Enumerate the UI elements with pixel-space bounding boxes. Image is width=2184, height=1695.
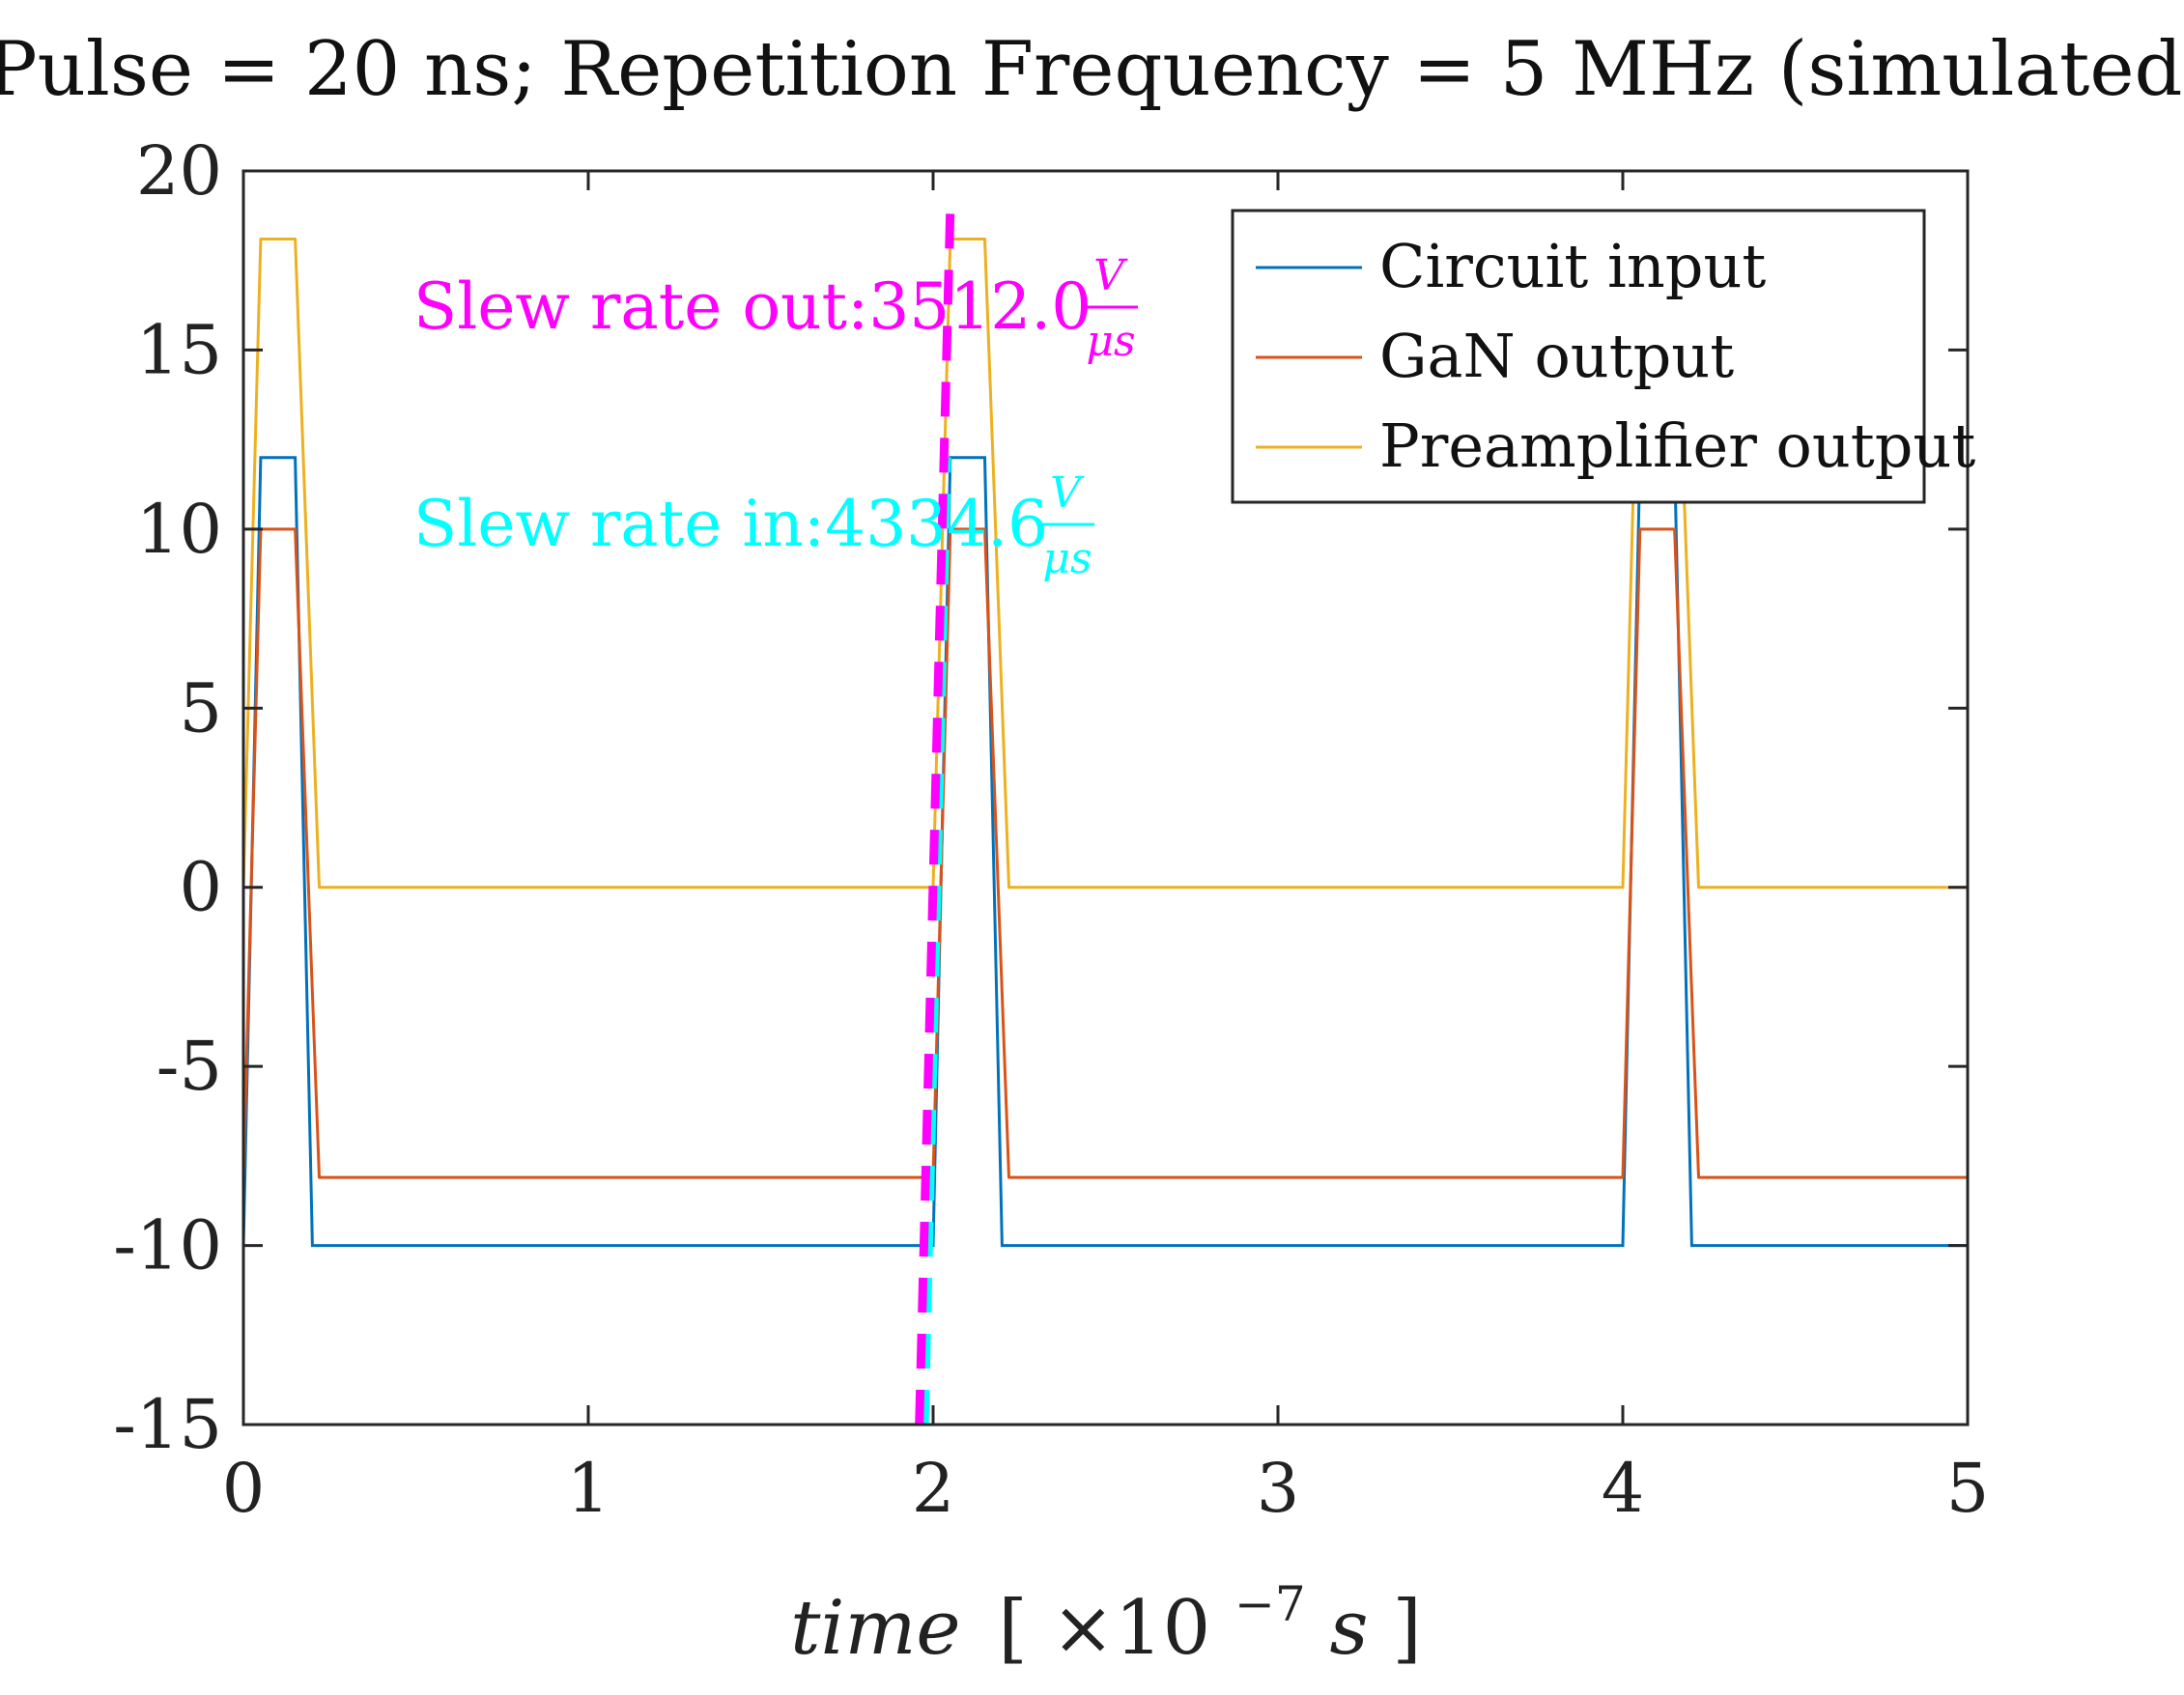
x-axis-label-bracket-close: ] [1392,1585,1421,1672]
y-tick-label: 20 [136,131,222,211]
legend-label-preamplifier-output: Preamplifier output [1379,410,1975,481]
x-axis-label: time [ ×10 −7 s ] [790,1552,1422,1672]
x-tick-label: 3 [1257,1449,1300,1528]
annotation-slew-rate-out-text: Slew rate out:3512.0 [413,269,1092,344]
y-tick-label: 5 [179,668,222,748]
y-tick-label: -5 [156,1027,222,1106]
legend-label-circuit-input: Circuit input [1379,231,1766,301]
y-tick-label: 10 [136,490,222,569]
annotation-slew-rate-out: Slew rate out:3512.0 V μs [413,251,1138,366]
legend: Circuit input GaN output Preamplifier ou… [1231,209,1975,504]
x-axis-label-main: time [790,1585,960,1672]
y-tick-label: -15 [113,1385,222,1464]
chart-title: Pulse = 20 ns; Repetition Frequency = 5 … [0,26,2184,113]
axes-box [241,169,1970,1427]
y-tick-label: 0 [179,848,222,927]
y-tick-label: 15 [136,310,222,389]
annotation-slew-rate-in: Slew rate in:4334.6 V μs [413,468,1094,583]
annotation-slew-rate-out-denominator: μs [1086,317,1135,366]
series-line-gan-output [241,527,1968,1179]
annotation-slew-rate-in-denominator: μs [1042,534,1092,583]
x-axis-label-times: ×10 [1052,1585,1211,1672]
x-axis-label-unit: s [1330,1585,1369,1672]
x-axis-label-exponent: −7 [1234,1576,1306,1632]
x-tick-label: 1 [567,1449,610,1528]
x-tick-label: 4 [1602,1449,1645,1528]
x-tick-label: 2 [912,1449,955,1528]
y-tick-label: -10 [113,1206,222,1285]
annotation-slew-rate-out-numerator: V [1093,251,1128,300]
annotation-slew-rate-in-numerator: V [1050,468,1085,518]
legend-label-gan-output: GaN output [1379,321,1734,391]
annotation-slew-rate-in-text: Slew rate in:4334.6 [413,487,1048,561]
x-axis-label-bracket-open: [ [998,1585,1027,1672]
x-tick-label: 0 [222,1449,266,1528]
x-tick-label: 5 [1946,1449,1990,1528]
slew-rate-line-out [915,206,955,1426]
